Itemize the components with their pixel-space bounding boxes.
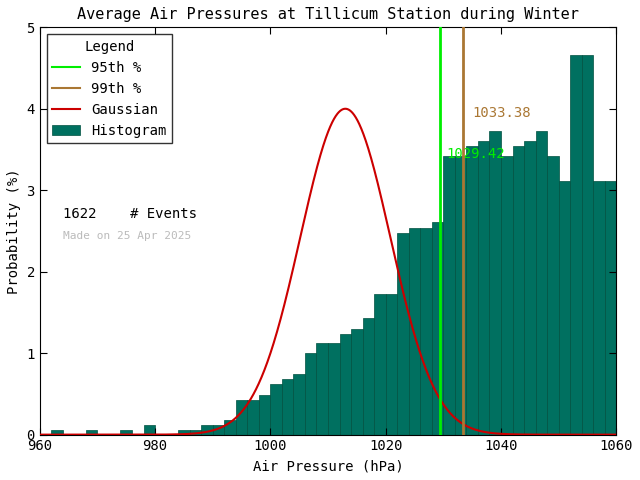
Bar — [513, 146, 524, 434]
Bar — [236, 400, 247, 434]
X-axis label: Air Pressure (hPa): Air Pressure (hPa) — [253, 459, 403, 473]
Bar — [247, 400, 259, 434]
Bar — [478, 141, 490, 434]
Bar — [282, 379, 293, 434]
Bar — [501, 156, 513, 434]
Bar — [340, 334, 351, 434]
Bar — [536, 131, 547, 434]
Bar — [293, 374, 305, 434]
Y-axis label: Probability (%): Probability (%) — [7, 168, 21, 294]
Bar — [86, 430, 97, 434]
Bar — [409, 228, 420, 434]
Bar — [455, 156, 467, 434]
Bar — [328, 343, 340, 434]
Legend: 95th %, 99th %, Gaussian, Histogram: 95th %, 99th %, Gaussian, Histogram — [47, 34, 172, 143]
Bar — [467, 146, 478, 434]
Bar — [143, 425, 155, 434]
Bar — [616, 185, 628, 434]
Bar — [490, 131, 501, 434]
Bar — [224, 420, 236, 434]
Bar — [201, 425, 212, 434]
Text: 1029.42: 1029.42 — [446, 146, 505, 161]
Bar — [559, 181, 570, 434]
Bar — [593, 181, 605, 434]
Text: 1622    # Events: 1622 # Events — [63, 206, 196, 220]
Bar — [397, 233, 409, 434]
Bar — [178, 430, 189, 434]
Bar — [582, 55, 593, 434]
Bar — [432, 222, 444, 434]
Title: Average Air Pressures at Tillicum Station during Winter: Average Air Pressures at Tillicum Statio… — [77, 7, 579, 22]
Bar — [51, 430, 63, 434]
Text: Made on 25 Apr 2025: Made on 25 Apr 2025 — [63, 231, 191, 241]
Bar — [270, 384, 282, 434]
Bar — [605, 181, 616, 434]
Bar — [444, 156, 455, 434]
Bar — [628, 227, 639, 434]
Bar — [351, 329, 363, 434]
Bar — [570, 55, 582, 434]
Bar — [317, 343, 328, 434]
Text: 1033.38: 1033.38 — [472, 106, 531, 120]
Bar — [259, 395, 270, 434]
Bar — [547, 156, 559, 434]
Bar — [212, 425, 224, 434]
Bar — [363, 318, 374, 434]
Bar — [189, 430, 201, 434]
Bar — [524, 141, 536, 434]
Bar — [420, 228, 432, 434]
Bar — [305, 353, 317, 434]
Bar — [120, 430, 132, 434]
Bar — [386, 294, 397, 434]
Bar — [374, 294, 386, 434]
